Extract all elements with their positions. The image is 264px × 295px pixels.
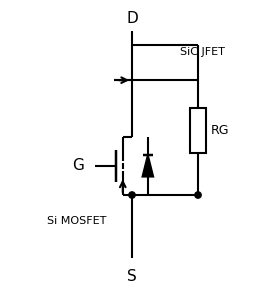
Polygon shape — [143, 155, 153, 176]
Text: G: G — [73, 158, 84, 173]
Text: Si MOSFET: Si MOSFET — [47, 217, 106, 227]
Text: SiC JFET: SiC JFET — [180, 47, 224, 58]
Text: D: D — [126, 11, 138, 26]
Text: S: S — [127, 269, 137, 284]
Text: RG: RG — [211, 124, 230, 137]
Bar — [190, 108, 206, 153]
Circle shape — [195, 192, 201, 198]
Circle shape — [129, 192, 135, 198]
